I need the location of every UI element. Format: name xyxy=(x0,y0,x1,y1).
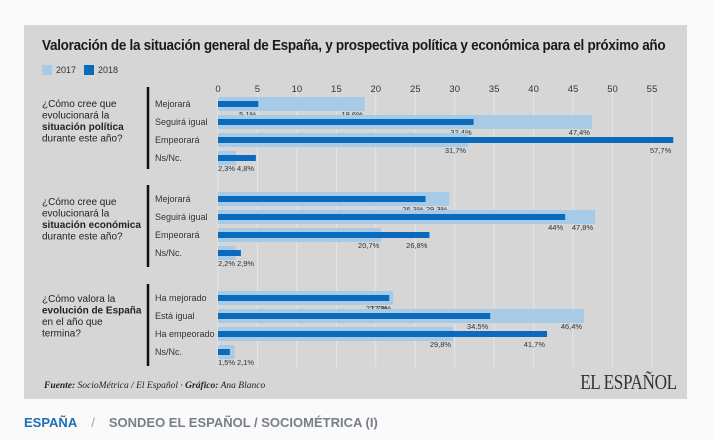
data-label-2017: 47,8% xyxy=(572,223,594,232)
bar-2018 xyxy=(218,313,491,319)
data-label-2017: 2,1% xyxy=(237,358,254,367)
question-text-line: situación económica xyxy=(42,220,141,231)
legend-swatch-2018 xyxy=(84,65,95,75)
x-tick-label: 45 xyxy=(568,84,579,95)
el-espanol-logo: EL ESPAÑOL xyxy=(580,370,677,394)
category-label: Seguirá igual xyxy=(155,117,208,127)
category-label: Ns/Nc. xyxy=(155,347,182,357)
data-label-2017: 20,7% xyxy=(358,241,380,250)
data-label-2018: 41,7% xyxy=(524,340,546,349)
bar-2018 xyxy=(218,232,430,238)
bar-2018 xyxy=(218,155,256,161)
breadcrumb: ESPAÑA / SONDEO EL ESPAÑOL / SOCIOMÉTRIC… xyxy=(24,415,378,430)
x-tick-label: 30 xyxy=(449,84,460,95)
question-text-line: evolucionará la xyxy=(42,111,110,122)
bar-2018 xyxy=(218,214,566,220)
bar-2018 xyxy=(218,101,259,107)
x-tick-label: 20 xyxy=(371,84,382,95)
data-label-2017: 18,6% xyxy=(341,110,363,119)
x-tick-label: 5 xyxy=(255,84,260,95)
data-label-2017: 47,4% xyxy=(569,128,591,137)
x-tick-label: 40 xyxy=(528,84,539,95)
question-text-line: situación política xyxy=(42,122,124,133)
data-label-2018: 4,8% xyxy=(237,164,254,173)
bar-2018 xyxy=(218,119,474,125)
data-label-2018: 2,9% xyxy=(237,259,254,268)
x-tick-label: 10 xyxy=(292,84,303,95)
bar-2017 xyxy=(218,97,365,111)
question-text-line: durante este año? xyxy=(42,232,123,243)
legend-item-2018: 2018 xyxy=(84,65,118,75)
bar-2018 xyxy=(218,137,674,143)
data-label-2017: 29,8% xyxy=(430,340,452,349)
bar-2018 xyxy=(218,250,241,256)
category-label: Ha empeorado xyxy=(155,329,215,339)
data-label-2017: 31,7% xyxy=(445,146,467,155)
question-text-line: en el año que xyxy=(42,317,103,328)
data-label-2018: 32,4% xyxy=(450,128,472,137)
data-label-2017: 2,3% xyxy=(218,164,235,173)
data-label-2018: 26,3% xyxy=(402,205,424,214)
data-label-2017: 22,2% xyxy=(370,304,392,313)
category-label: Seguirá igual xyxy=(155,212,208,222)
question-text-line: durante este año? xyxy=(42,134,123,145)
graphic-text: Ana Blanco xyxy=(218,381,266,391)
breadcrumb-separator: / xyxy=(91,415,95,430)
x-tick-label: 0 xyxy=(215,84,220,95)
data-label-2018: 5,1% xyxy=(239,110,256,119)
data-label-2017: 2,2% xyxy=(218,259,235,268)
category-label: Empeorará xyxy=(155,230,200,240)
x-tick-label: 55 xyxy=(647,84,658,95)
legend-label-2018: 2018 xyxy=(98,65,119,75)
source-label: Fuente: xyxy=(44,381,76,391)
bar-2018 xyxy=(218,331,548,337)
data-label-2018: 1,5% xyxy=(218,358,235,367)
question-text-line: ¿Cómo cree que xyxy=(42,99,117,110)
x-tick-label: 15 xyxy=(331,84,342,95)
chart-title: Valoración de la situación general de Es… xyxy=(42,38,666,54)
data-label-2018: 34,5% xyxy=(467,322,489,331)
category-label: Está igual xyxy=(155,311,195,321)
breadcrumb-section-link[interactable]: ESPAÑA xyxy=(24,415,78,430)
category-label: Empeorará xyxy=(155,135,200,145)
category-label: Ha mejorado xyxy=(155,293,207,303)
category-label: Mejorará xyxy=(155,194,191,204)
legend-swatch-2017 xyxy=(42,65,52,75)
breadcrumb-subsection-link[interactable]: SONDEO EL ESPAÑOL / SOCIOMÉTRICA (I) xyxy=(108,415,378,430)
question-text-line: ¿Cómo cree que xyxy=(42,197,117,208)
category-label: Ns/Nc. xyxy=(155,153,182,163)
bar-chart: 0 5 10 15 20 25 30 35 40 45 50 55¿Cómo cree queevol… xyxy=(42,84,674,367)
data-label-2017: 29,3% xyxy=(426,205,448,214)
question-text-line: termina? xyxy=(42,329,81,340)
chart-source: Fuente: SocioMétrica / El Español · Gráf… xyxy=(44,381,265,391)
legend-label-2017: 2017 xyxy=(56,65,77,75)
legend-item-2017: 2017 xyxy=(42,65,76,75)
graphic-label: Gráfico: xyxy=(185,381,219,391)
question-text-line: evolucionará la xyxy=(42,209,110,220)
data-label-2018: 57,7% xyxy=(650,146,672,155)
x-tick-label: 50 xyxy=(607,84,618,95)
data-label-2017: 46,4% xyxy=(561,322,583,331)
bar-2018 xyxy=(218,349,230,355)
data-label-2018: 44% xyxy=(548,223,563,232)
category-label: Mejorará xyxy=(155,99,191,109)
x-tick-label: 35 xyxy=(489,84,500,95)
source-text: SocioMétrica / El Español · xyxy=(75,381,186,391)
data-label-2018: 26,8% xyxy=(406,241,428,250)
x-tick-label: 25 xyxy=(410,84,421,95)
data-label-2018: 21,7% xyxy=(366,304,388,313)
bar-2018 xyxy=(218,196,426,202)
question-text-line: ¿Cómo valora la xyxy=(42,294,116,305)
question-text-line: evolución de España xyxy=(42,306,142,317)
category-label: Ns/Nc. xyxy=(155,248,182,258)
chart-card: Valoración de la situación general de Es… xyxy=(24,25,687,399)
chart-legend: 2017 2018 xyxy=(42,65,126,75)
bar-2018 xyxy=(218,295,390,301)
